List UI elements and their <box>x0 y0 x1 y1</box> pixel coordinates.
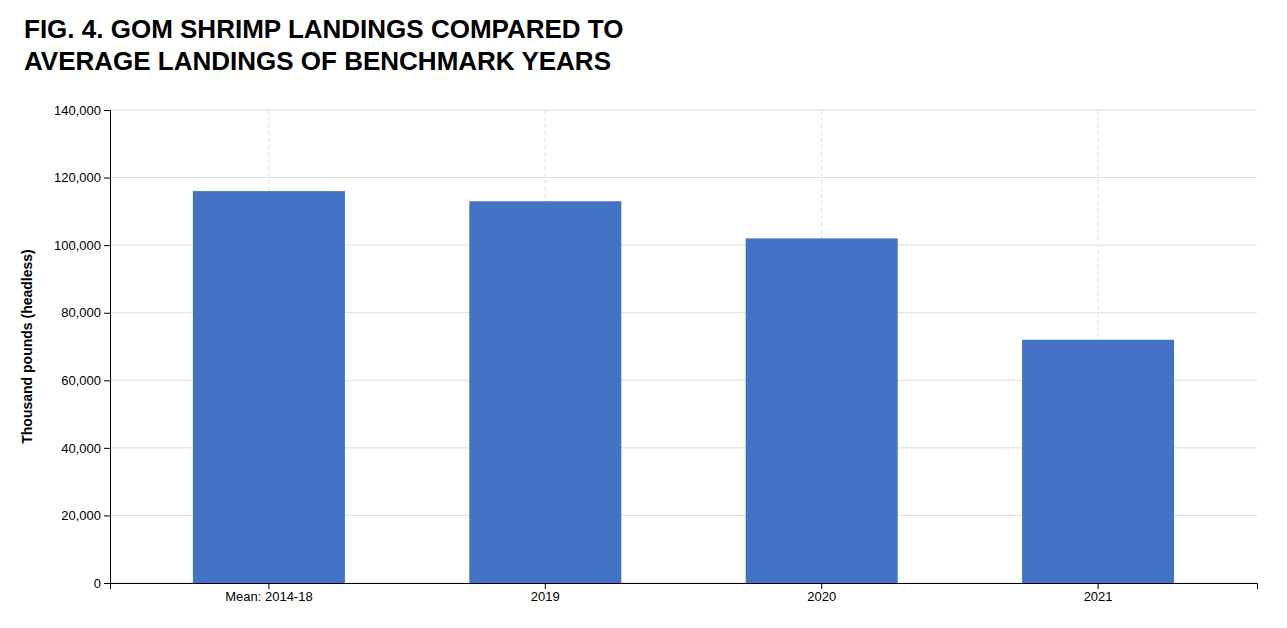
y-tick-label: 60,000 <box>61 373 101 388</box>
x-tick-label: 2021 <box>1084 589 1113 604</box>
x-axis-line <box>111 584 1258 590</box>
title: FIG. 4. GOM SHRIMP LANDINGS COMPARED TOA… <box>24 14 624 76</box>
y-tick-label: 40,000 <box>61 441 101 456</box>
x-tick: 2019 <box>531 583 560 604</box>
y-tick: 100,000 <box>54 238 110 253</box>
bar <box>193 191 345 583</box>
plot: 0 20,000 40,000 60,000 80,000 100,000 120,000 1… <box>19 103 1258 605</box>
x-tick-label: Mean: 2014-18 <box>225 589 312 604</box>
x-tick-label: 2019 <box>531 589 560 604</box>
y-tick-label: 140,000 <box>54 103 101 118</box>
y-tick: 20,000 <box>61 508 110 523</box>
bar <box>1022 340 1174 583</box>
title-line: FIG. 4. GOM SHRIMP LANDINGS COMPARED TO <box>24 14 624 44</box>
x-tick-mark <box>545 583 546 589</box>
y-tick-label: 0 <box>94 576 101 591</box>
y-tick-mark <box>104 583 110 584</box>
x-tick-mark <box>268 583 269 589</box>
grid <box>110 110 1257 583</box>
y-tick: 60,000 <box>61 373 110 388</box>
y-tick-label: 80,000 <box>61 305 101 320</box>
y-tick-mark <box>104 313 110 314</box>
y-tick-label: 120,000 <box>54 170 101 185</box>
y-tick: 0 <box>94 576 110 591</box>
y-tick-mark <box>104 245 110 246</box>
bar <box>469 201 621 583</box>
grid-line-y <box>110 177 1257 178</box>
bars <box>193 191 1174 583</box>
y-axis-line <box>104 111 111 584</box>
chart: FIG. 4. GOM SHRIMP LANDINGS COMPARED TOA… <box>0 0 1287 628</box>
y-axis: 0 20,000 40,000 60,000 80,000 100,000 120,000 1… <box>54 103 111 591</box>
y-tick-mark <box>104 110 110 111</box>
y-tick-mark <box>104 515 110 516</box>
y-tick-mark <box>104 178 110 179</box>
bar <box>746 238 898 583</box>
x-tick: 2021 <box>1084 583 1113 604</box>
x-axis: Mean: 2014-18 2019 2020 2021 <box>111 583 1258 604</box>
y-tick: 120,000 <box>54 170 110 185</box>
y-tick-mark <box>104 380 110 381</box>
y-tick-mark <box>104 448 110 449</box>
grid-line-y <box>110 110 1257 111</box>
y-tick: 80,000 <box>61 305 110 320</box>
x-tick-mark <box>1098 583 1099 589</box>
x-tick-mark <box>821 583 822 589</box>
y-tick-label: 20,000 <box>61 508 101 523</box>
title-line: AVERAGE LANDINGS OF BENCHMARK YEARS <box>24 46 611 76</box>
y-tick: 40,000 <box>61 441 110 456</box>
y-axis-title: Thousand pounds (headless) <box>19 249 35 443</box>
y-tick-label: 100,000 <box>54 238 101 253</box>
y-tick: 140,000 <box>54 103 110 118</box>
x-tick-label: 2020 <box>807 589 836 604</box>
x-tick: 2020 <box>807 583 836 604</box>
x-tick: Mean: 2014-18 <box>225 583 312 604</box>
